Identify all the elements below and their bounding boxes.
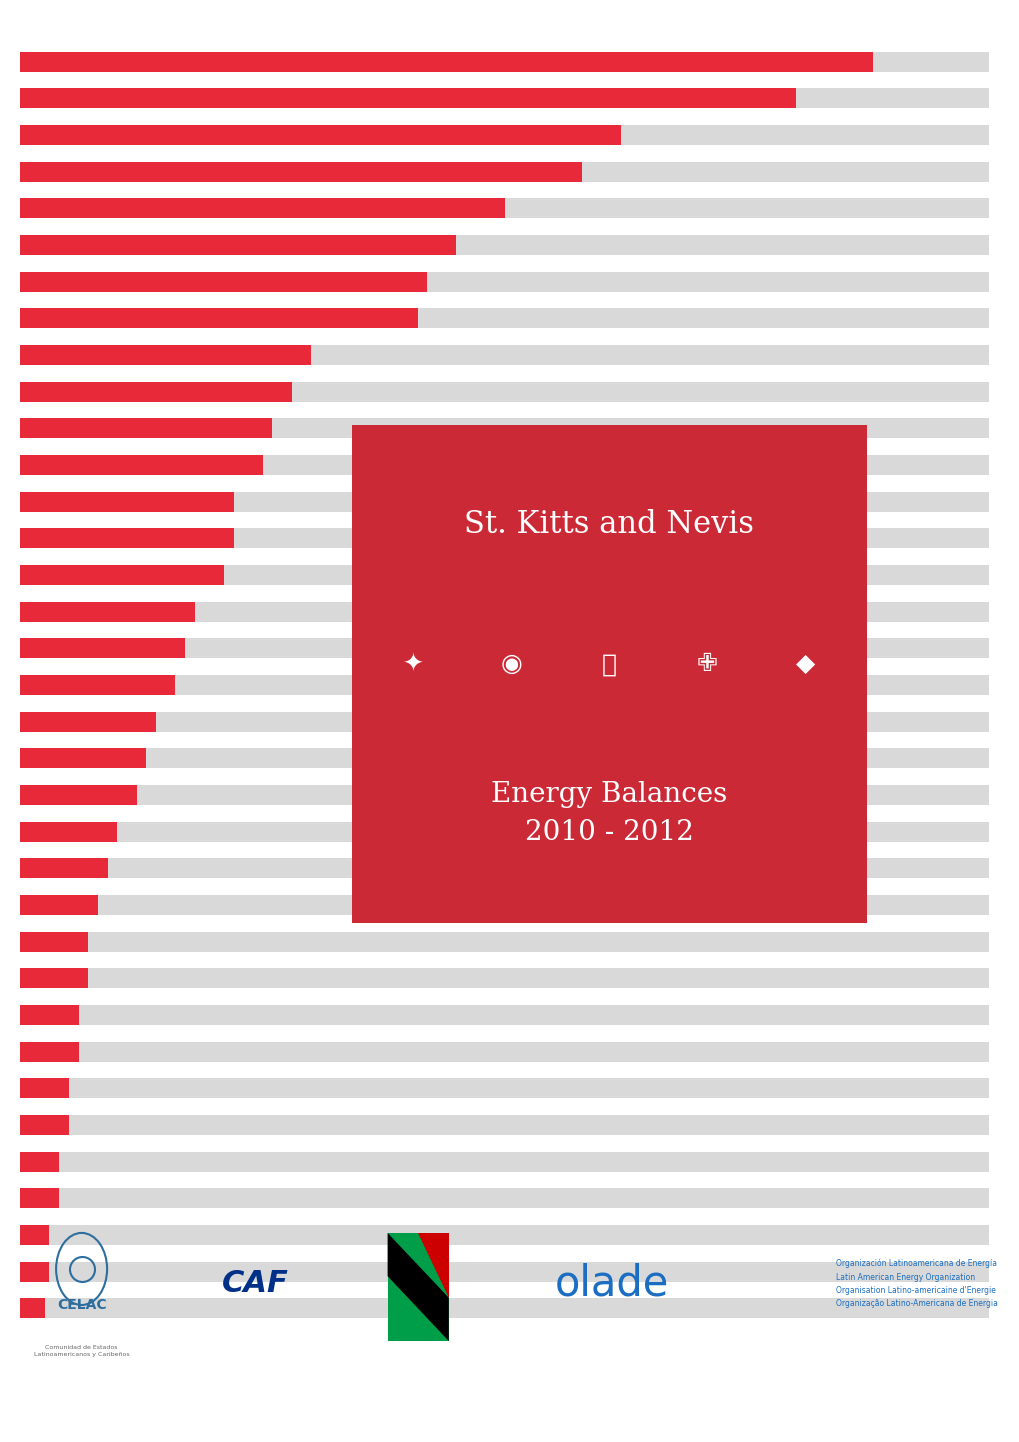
Text: ✙: ✙ (696, 652, 717, 676)
Bar (20, 162, 582, 182)
Bar (20, 162, 988, 182)
Bar (20, 1005, 988, 1025)
Bar (20, 1115, 69, 1135)
Bar (20, 198, 988, 218)
Bar (20, 235, 988, 255)
Bar (20, 895, 988, 916)
Bar (20, 784, 988, 805)
Bar (20, 565, 224, 585)
Bar (20, 1041, 988, 1061)
Bar (20, 968, 89, 988)
Bar (20, 309, 988, 329)
Bar (20, 1298, 988, 1318)
Bar (20, 601, 195, 622)
Bar (20, 418, 988, 438)
Text: olade: olade (554, 1262, 668, 1305)
Bar (20, 271, 988, 291)
Bar (20, 711, 988, 731)
Bar (20, 1079, 69, 1099)
Bar (20, 675, 988, 695)
Text: CELAC: CELAC (57, 1298, 106, 1312)
Bar (20, 895, 98, 916)
Bar (20, 125, 988, 146)
Text: ⌖: ⌖ (601, 652, 616, 676)
Text: ◆: ◆ (795, 652, 814, 676)
Bar (20, 1188, 59, 1208)
Polygon shape (418, 1233, 448, 1298)
Bar (20, 1079, 988, 1099)
Bar (20, 271, 427, 291)
Bar (20, 1152, 988, 1172)
Bar (20, 198, 504, 218)
Bar (20, 52, 988, 72)
Bar (20, 382, 988, 402)
Bar (20, 528, 988, 548)
Bar (20, 454, 263, 474)
Bar (20, 1152, 59, 1172)
Polygon shape (387, 1233, 448, 1341)
Bar (20, 1224, 50, 1244)
Bar (20, 711, 156, 731)
Bar (20, 639, 185, 659)
Bar (20, 822, 988, 842)
Bar (20, 492, 988, 512)
Bar (20, 382, 291, 402)
Bar (20, 1115, 988, 1135)
Bar (20, 345, 311, 365)
Text: Organización Latinoamericana de Energía
Latin American Energy Organization
Organ: Organización Latinoamericana de Energía … (836, 1259, 998, 1308)
Bar (20, 1041, 78, 1061)
Bar (20, 309, 418, 329)
Bar (20, 492, 233, 512)
Bar (20, 822, 117, 842)
Text: Energy Balances
2010 - 2012: Energy Balances 2010 - 2012 (491, 782, 727, 845)
Text: ◉: ◉ (500, 652, 522, 676)
Bar (20, 565, 988, 585)
Bar (20, 235, 457, 255)
Bar (20, 88, 795, 108)
Bar (20, 748, 147, 769)
Bar (20, 125, 621, 146)
Bar (20, 88, 988, 108)
Text: Comunidad de Estados
Latinoamericanos y Caribeños: Comunidad de Estados Latinoamericanos y … (34, 1345, 129, 1357)
Bar (20, 1298, 45, 1318)
Bar (20, 639, 988, 659)
Bar (20, 528, 233, 548)
Text: St. Kitts and Nevis: St. Kitts and Nevis (464, 509, 754, 541)
Bar (352, 425, 866, 923)
Bar (20, 418, 272, 438)
Bar (20, 1188, 988, 1208)
Text: CAF: CAF (221, 1269, 288, 1298)
Bar (20, 784, 137, 805)
Bar (20, 675, 175, 695)
Bar (20, 748, 988, 769)
Bar (20, 968, 988, 988)
Bar (20, 1224, 988, 1244)
Bar (20, 858, 988, 878)
Bar (20, 601, 988, 622)
Bar (20, 1262, 988, 1282)
Bar (20, 1005, 78, 1025)
Bar (20, 454, 988, 474)
Bar (20, 858, 108, 878)
Bar (387, 1233, 448, 1341)
Text: ✦: ✦ (403, 652, 424, 676)
Bar (20, 52, 872, 72)
Bar (20, 1262, 50, 1282)
Bar (20, 932, 89, 952)
Bar (20, 345, 988, 365)
Bar (20, 932, 988, 952)
